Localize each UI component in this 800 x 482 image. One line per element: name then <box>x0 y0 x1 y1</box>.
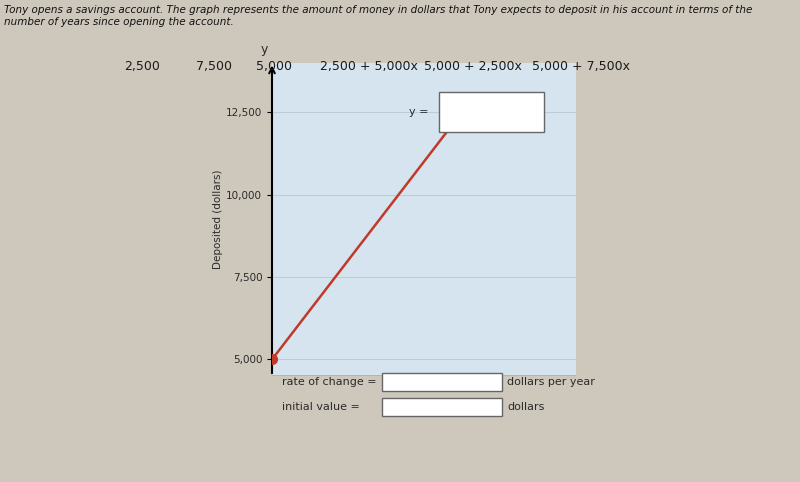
Y-axis label: Deposited (dollars): Deposited (dollars) <box>214 170 223 269</box>
Bar <box>382 373 502 391</box>
Text: 5,000 + 2,500x: 5,000 + 2,500x <box>424 60 522 73</box>
Text: 2,500 + 5,000x: 2,500 + 5,000x <box>320 60 418 73</box>
Bar <box>382 398 502 416</box>
Text: dollars per year: dollars per year <box>507 377 595 387</box>
Text: number of years since opening the account.: number of years since opening the accoun… <box>4 17 234 27</box>
Text: dollars: dollars <box>507 402 544 412</box>
Bar <box>439 93 544 132</box>
Text: Tony opens a savings account. The graph represents the amount of money in dollar: Tony opens a savings account. The graph … <box>4 5 752 15</box>
Text: 2,500: 2,500 <box>124 60 160 73</box>
Text: y =: y = <box>409 107 428 117</box>
Text: rate of change =: rate of change = <box>282 377 377 387</box>
Text: 5,000: 5,000 <box>256 60 292 73</box>
Text: initial value =: initial value = <box>282 402 360 412</box>
Text: y: y <box>261 43 268 56</box>
Text: 7,500: 7,500 <box>196 60 232 73</box>
Text: 5,000 + 7,500x: 5,000 + 7,500x <box>532 60 630 73</box>
